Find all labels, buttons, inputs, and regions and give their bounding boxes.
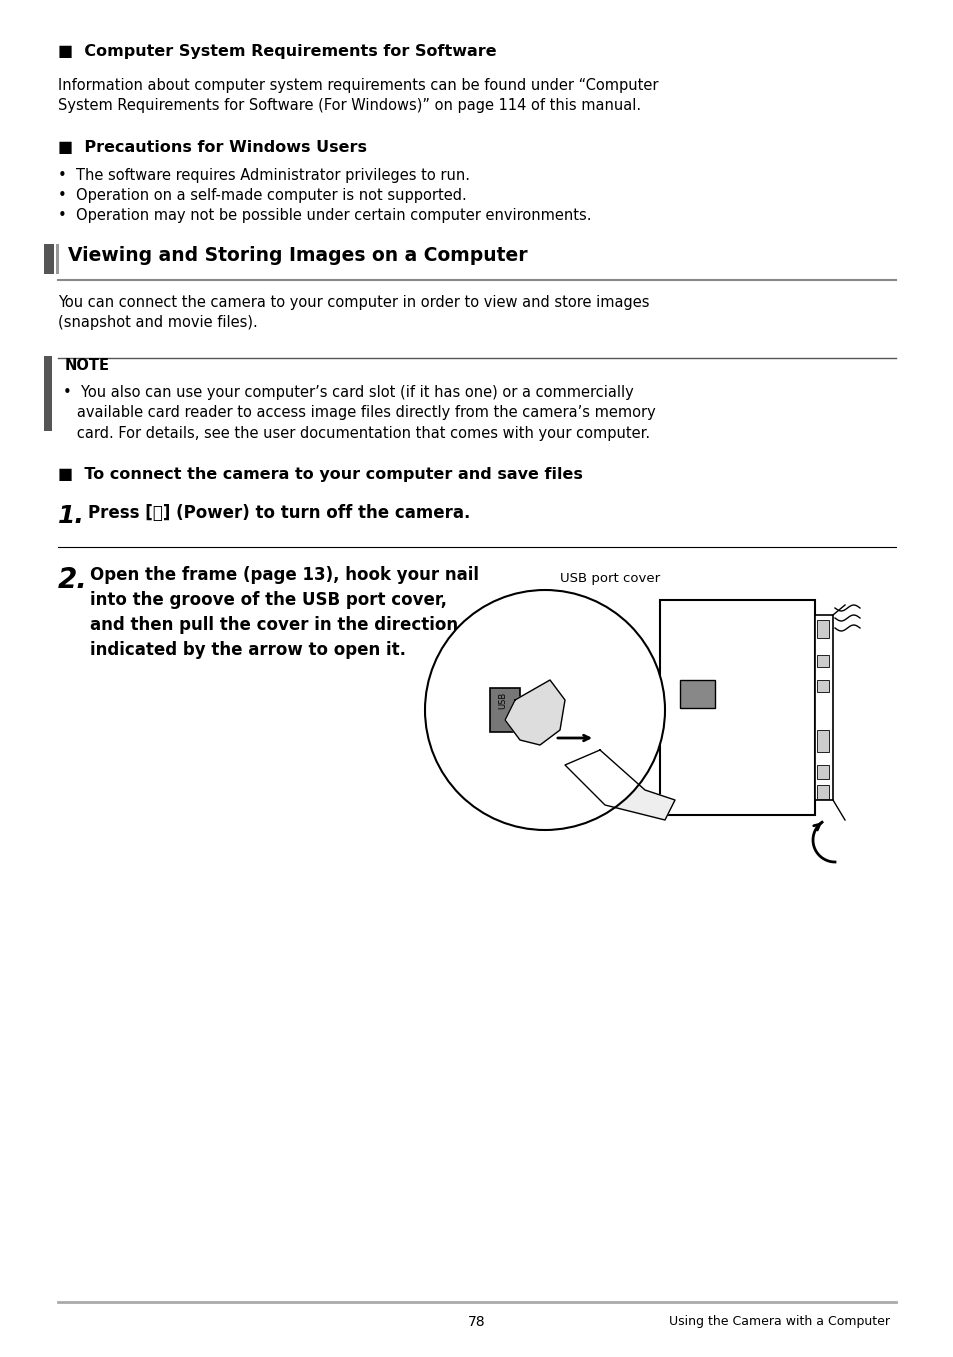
Text: ■  Computer System Requirements for Software: ■ Computer System Requirements for Softw…: [58, 43, 497, 58]
Bar: [816, 730, 828, 752]
Text: ■  To connect the camera to your computer and save files: ■ To connect the camera to your computer…: [58, 467, 582, 482]
Bar: [56, 244, 59, 274]
Text: •  The software requires Administrator privileges to run.: • The software requires Administrator pr…: [58, 168, 470, 183]
Text: 2.: 2.: [58, 566, 88, 594]
Bar: [44, 244, 54, 274]
Text: Open the frame (page 13), hook your nail
into the groove of the USB port cover,
: Open the frame (page 13), hook your nail…: [90, 566, 478, 660]
Bar: [816, 765, 828, 779]
Text: 1.: 1.: [58, 503, 85, 528]
Bar: [816, 655, 828, 668]
Text: Information about computer system requirements can be found under “Computer
Syst: Information about computer system requir…: [58, 77, 658, 114]
Text: •  You also can use your computer’s card slot (if it has one) or a commercially
: • You also can use your computer’s card …: [63, 385, 655, 441]
Bar: [659, 600, 814, 816]
Text: USB: USB: [497, 692, 506, 710]
Text: NOTE: NOTE: [65, 358, 110, 373]
Bar: [816, 620, 828, 638]
Circle shape: [424, 590, 664, 830]
Polygon shape: [564, 750, 675, 820]
Text: •  Operation on a self-made computer is not supported.: • Operation on a self-made computer is n…: [58, 189, 466, 204]
Text: Press [⏻] (Power) to turn off the camera.: Press [⏻] (Power) to turn off the camera…: [88, 503, 470, 522]
Text: USB port cover: USB port cover: [559, 573, 659, 585]
Bar: [679, 680, 714, 708]
Bar: [490, 688, 519, 731]
Text: 78: 78: [468, 1315, 485, 1329]
Text: Viewing and Storing Images on a Computer: Viewing and Storing Images on a Computer: [68, 246, 527, 265]
Bar: [816, 680, 828, 692]
Text: •  Operation may not be possible under certain computer environments.: • Operation may not be possible under ce…: [58, 208, 591, 223]
Polygon shape: [504, 680, 564, 745]
Bar: [44, 356, 52, 432]
Bar: [814, 615, 832, 801]
Bar: [816, 784, 828, 799]
Text: ■  Precautions for Windows Users: ■ Precautions for Windows Users: [58, 140, 367, 155]
Text: Using the Camera with a Computer: Using the Camera with a Computer: [668, 1315, 889, 1329]
Text: You can connect the camera to your computer in order to view and store images
(s: You can connect the camera to your compu…: [58, 294, 649, 330]
